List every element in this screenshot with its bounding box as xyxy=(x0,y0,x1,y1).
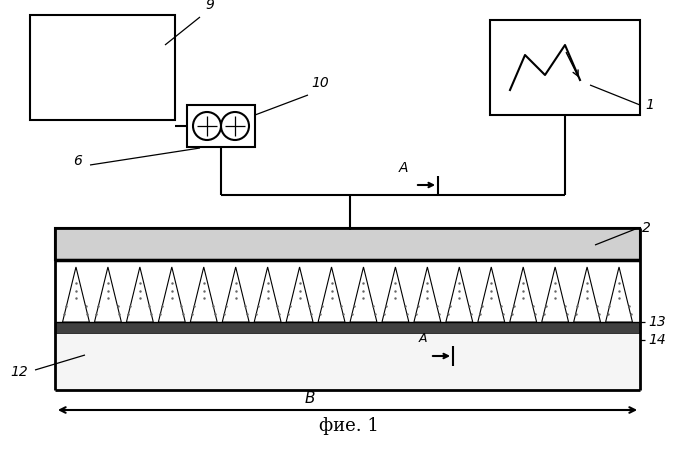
Text: 9: 9 xyxy=(206,0,215,12)
Polygon shape xyxy=(318,267,345,322)
Polygon shape xyxy=(382,267,409,322)
Text: A: A xyxy=(398,161,408,175)
Polygon shape xyxy=(510,267,537,322)
Polygon shape xyxy=(574,267,600,322)
Text: A: A xyxy=(419,332,427,345)
Bar xyxy=(187,105,255,147)
Text: 6: 6 xyxy=(73,154,82,168)
Text: фие. 1: фие. 1 xyxy=(319,417,379,435)
Polygon shape xyxy=(286,267,313,322)
Text: 2: 2 xyxy=(642,221,651,235)
Bar xyxy=(55,322,640,334)
Polygon shape xyxy=(94,267,122,322)
Bar xyxy=(55,334,640,390)
Text: 12: 12 xyxy=(10,365,28,379)
Polygon shape xyxy=(222,267,249,322)
Polygon shape xyxy=(446,267,473,322)
Bar xyxy=(30,15,175,120)
Polygon shape xyxy=(414,267,441,322)
Polygon shape xyxy=(605,267,633,322)
Polygon shape xyxy=(478,267,505,322)
Polygon shape xyxy=(190,267,217,322)
Text: 10: 10 xyxy=(311,76,329,90)
Polygon shape xyxy=(159,267,185,322)
Bar xyxy=(490,20,640,115)
Text: 1: 1 xyxy=(645,98,654,112)
Polygon shape xyxy=(62,267,89,322)
Polygon shape xyxy=(350,267,377,322)
Polygon shape xyxy=(127,267,153,322)
Text: 14: 14 xyxy=(648,333,665,347)
Text: 13: 13 xyxy=(648,315,665,329)
Polygon shape xyxy=(254,267,281,322)
Polygon shape xyxy=(542,267,568,322)
Text: B: B xyxy=(305,391,315,406)
Bar xyxy=(55,228,640,260)
